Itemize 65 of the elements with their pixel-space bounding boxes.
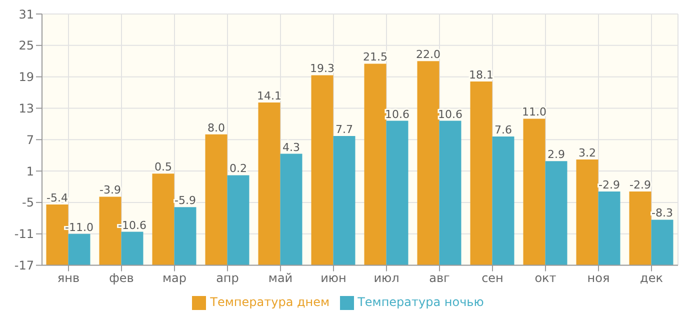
x-tick-label: апр [216, 270, 239, 285]
y-tick-label: 13 [18, 101, 34, 116]
bar [492, 136, 514, 266]
data-label: 7.7 [335, 122, 353, 136]
x-tick-label: дек [640, 270, 663, 285]
bar [545, 161, 568, 266]
bar [651, 220, 674, 266]
x-tick-label: май [268, 270, 293, 285]
data-label: 21.5 [362, 50, 388, 64]
bar [280, 154, 302, 266]
data-label: 0.5 [154, 160, 172, 174]
bar [258, 102, 280, 266]
data-label: -3.9 [100, 184, 121, 197]
data-label: 4.3 [282, 140, 300, 154]
x-tick-label: фев [109, 270, 134, 285]
y-tick-label: 1 [26, 164, 34, 178]
data-label: -5.4 [46, 192, 68, 205]
data-label: -8.3 [652, 206, 673, 220]
bar [364, 64, 386, 266]
x-tick-label: июн [320, 270, 346, 285]
data-label: -5.9 [174, 194, 196, 208]
data-label: 2.9 [547, 148, 565, 162]
data-label: 8.0 [207, 121, 225, 134]
y-tick-label: 19 [18, 70, 34, 84]
data-label: 3.2 [578, 146, 596, 160]
data-label: -2.9 [598, 178, 620, 192]
x-tick-label: сен [482, 270, 504, 285]
bar [205, 134, 228, 266]
y-tick-label: 7 [26, 132, 34, 147]
bar [68, 234, 90, 266]
x-tick-label: мар [162, 270, 187, 285]
data-label: 11.0 [522, 106, 546, 119]
data-label: 22.0 [416, 48, 440, 62]
legend-label: Температура днем [210, 295, 330, 310]
data-label: -2.9 [630, 178, 651, 192]
bar [417, 61, 440, 266]
y-tick-label: -5 [22, 196, 34, 210]
bar [439, 120, 462, 266]
data-label: 19.3 [310, 62, 334, 76]
x-tick-label: окт [534, 270, 556, 285]
bar [311, 75, 334, 266]
data-label: 18.1 [468, 68, 494, 82]
bar [152, 174, 174, 266]
data-label: 14.1 [256, 89, 282, 102]
bar [598, 191, 620, 266]
bar [470, 82, 492, 266]
bar [121, 232, 144, 266]
x-tick-label: авг [429, 270, 450, 285]
bar [174, 207, 196, 266]
y-tick-label: 25 [18, 38, 34, 53]
bar [576, 160, 598, 266]
bar [227, 175, 250, 266]
data-label: 0.2 [229, 162, 247, 176]
bar [333, 136, 356, 266]
data-label: 7.6 [494, 124, 512, 136]
y-tick-label: 31 [18, 7, 34, 22]
legend-label: Температура ночью [358, 295, 484, 310]
x-tick-label: июл [374, 270, 400, 285]
bar [523, 118, 546, 266]
x-tick-label: ноя [587, 270, 610, 285]
y-tick-label: -11 [14, 227, 34, 242]
bar [386, 120, 408, 266]
y-tick-label: -17 [14, 258, 34, 273]
bar [629, 191, 652, 266]
x-tick-label: янв [57, 270, 80, 285]
